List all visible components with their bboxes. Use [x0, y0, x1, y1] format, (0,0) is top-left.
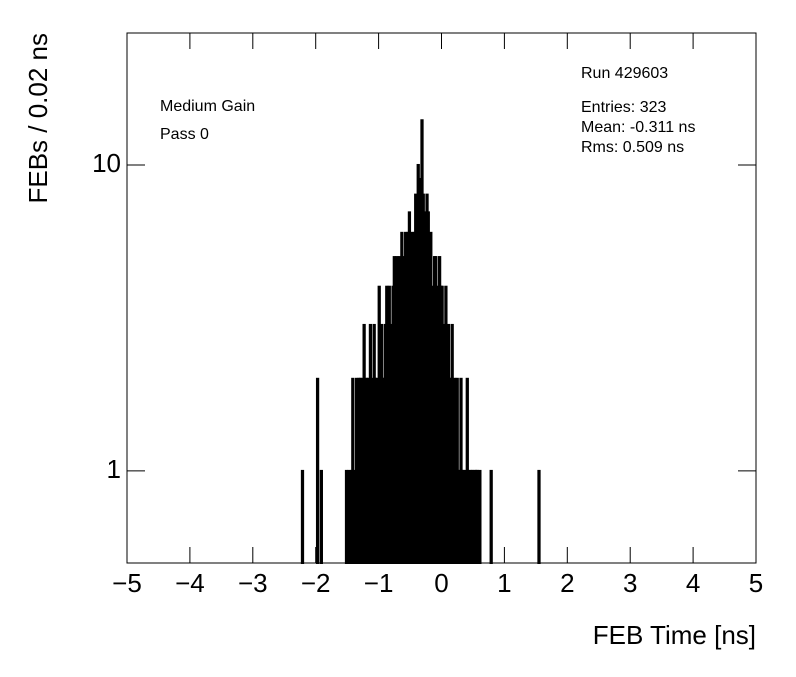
histogram-bar	[315, 377, 320, 565]
annotation: Rms: 0.509 ns	[581, 139, 684, 156]
histogram-bar	[478, 469, 482, 564]
x-axis-label: FEB Time [ns]	[593, 620, 756, 650]
x-tick-label: −5	[112, 568, 142, 598]
histogram-bar	[537, 469, 541, 564]
x-tick-label: 5	[749, 568, 763, 598]
histogram-bar	[475, 469, 479, 564]
histogram-bar	[351, 377, 355, 565]
histogram-bar	[319, 469, 323, 564]
annotation: Mean: -0.311 ns	[581, 119, 695, 136]
histogram-bar	[300, 469, 305, 564]
y-tick-label: 1	[107, 454, 121, 484]
annotation: Entries: 323	[581, 99, 666, 116]
y-tick-label: 10	[92, 148, 121, 178]
annotation: Medium Gain	[160, 98, 255, 115]
annotation: Pass 0	[160, 126, 209, 143]
x-tick-label: 0	[434, 568, 448, 598]
histogram-bar	[470, 469, 474, 564]
x-tick-label: 1	[497, 568, 511, 598]
histogram-bar	[344, 469, 349, 564]
x-tick-label: −3	[238, 568, 268, 598]
histogram-bar	[347, 469, 351, 564]
annotation: Run 429603	[581, 65, 668, 82]
histogram-bar	[466, 469, 471, 564]
histogram-bar	[489, 469, 493, 564]
x-tick-label: −2	[301, 568, 331, 598]
x-tick-label: −4	[175, 568, 205, 598]
x-tick-label: 3	[623, 568, 637, 598]
y-axis-label: FEBs / 0.02 ns	[23, 33, 53, 204]
histogram-bar	[461, 469, 466, 564]
x-tick-label: 2	[560, 568, 574, 598]
x-tick-label: −1	[364, 568, 394, 598]
x-tick-label: 4	[686, 568, 700, 598]
